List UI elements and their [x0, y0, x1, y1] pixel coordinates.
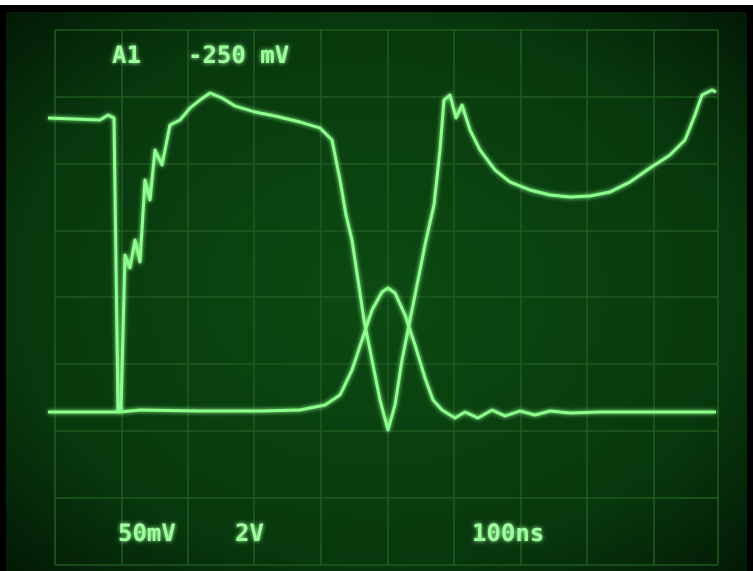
trace-upper	[47, 88, 717, 432]
ch2-scale: 2V	[235, 519, 264, 547]
ch1-scale: 50mV	[118, 519, 176, 547]
readouts: A1 -250 mV 50mV 2V 100ns	[112, 41, 544, 547]
channel-label: A1	[112, 41, 141, 69]
timebase: 100ns	[472, 519, 544, 547]
traces	[47, 88, 717, 432]
graticule	[54, 29, 719, 566]
offset-readout: -250 mV	[188, 41, 289, 69]
screen	[6, 12, 747, 571]
trace-lower	[48, 286, 716, 420]
